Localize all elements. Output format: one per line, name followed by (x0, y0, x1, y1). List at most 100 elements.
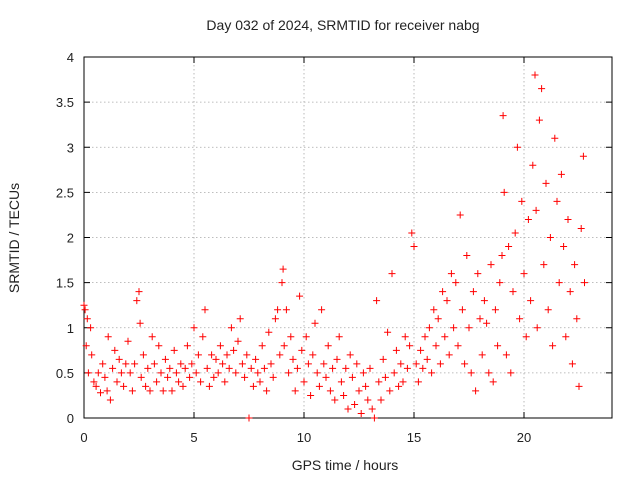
data-point (414, 378, 422, 386)
data-point (287, 333, 295, 341)
data-point (485, 369, 493, 377)
data-point (214, 369, 222, 377)
data-point (452, 279, 460, 287)
data-point (535, 116, 543, 124)
data-point (293, 364, 301, 372)
data-point (577, 224, 585, 232)
data-point (557, 170, 565, 178)
data-point (175, 378, 183, 386)
data-point (348, 373, 356, 381)
data-point (153, 378, 161, 386)
data-point (491, 306, 499, 314)
data-point (390, 369, 398, 377)
data-point (155, 342, 163, 350)
data-point (335, 333, 343, 341)
data-point (161, 355, 169, 363)
data-point (296, 292, 304, 300)
data-point (249, 382, 257, 390)
data-point (344, 405, 352, 413)
data-point (573, 315, 581, 323)
data-point (351, 400, 359, 408)
data-point (375, 378, 383, 386)
data-point (315, 382, 323, 390)
data-point (298, 346, 306, 354)
data-point (148, 333, 156, 341)
data-point (489, 378, 497, 386)
data-point (469, 288, 477, 296)
data-point (285, 369, 293, 377)
data-point (571, 261, 579, 269)
y-tick-label: 2 (67, 231, 74, 246)
data-point (540, 261, 548, 269)
data-point (124, 337, 132, 345)
data-point (101, 373, 109, 381)
data-point (562, 333, 570, 341)
y-tick-label: 3.5 (56, 95, 74, 110)
data-point (333, 355, 341, 363)
data-point (166, 364, 174, 372)
data-point (359, 369, 367, 377)
data-point (120, 382, 128, 390)
data-point (117, 369, 125, 377)
data-point (80, 301, 88, 309)
data-point (532, 206, 540, 214)
data-point (434, 315, 442, 323)
data-point (232, 369, 240, 377)
x-tick-label: 15 (407, 430, 421, 445)
data-point (150, 360, 158, 368)
data-point (322, 373, 330, 381)
grid-lines (84, 57, 612, 418)
data-point (94, 369, 102, 377)
data-point (428, 369, 436, 377)
data-point (478, 351, 486, 359)
data-point (136, 319, 144, 327)
data-point (538, 85, 546, 93)
data-point (447, 270, 455, 278)
data-point (337, 378, 345, 386)
data-point (99, 360, 107, 368)
data-point (381, 373, 389, 381)
data-point (197, 378, 205, 386)
data-point (399, 378, 407, 386)
data-point (518, 197, 526, 205)
data-point (480, 297, 488, 305)
data-point (465, 324, 473, 332)
data-point (395, 382, 403, 390)
data-point (324, 342, 332, 350)
data-point (208, 351, 216, 359)
data-point (408, 229, 416, 237)
data-point (82, 342, 90, 350)
data-point (90, 378, 98, 386)
data-point (241, 373, 249, 381)
data-point (194, 351, 202, 359)
data-point (164, 373, 172, 381)
data-point (269, 373, 277, 381)
data-point (456, 211, 464, 219)
data-point (566, 288, 574, 296)
data-point (379, 355, 387, 363)
data-point (188, 360, 196, 368)
data-point (267, 360, 275, 368)
data-point (439, 288, 447, 296)
data-point (260, 364, 268, 372)
data-point (432, 342, 440, 350)
data-point (302, 333, 310, 341)
data-point (274, 306, 282, 314)
x-tick-labels: 0 5 10 15 20 (80, 430, 531, 445)
data-point (502, 351, 510, 359)
data-point (83, 315, 91, 323)
data-point (458, 306, 466, 314)
data-point (406, 342, 414, 350)
data-point (307, 391, 315, 399)
data-point (225, 364, 233, 372)
data-point (397, 360, 405, 368)
data-point (472, 387, 480, 395)
data-point (370, 414, 378, 422)
data-point (555, 279, 563, 287)
data-point (326, 387, 334, 395)
data-point (549, 342, 557, 350)
data-point (474, 270, 482, 278)
data-point (92, 382, 100, 390)
data-point (329, 364, 337, 372)
data-point (560, 243, 568, 251)
